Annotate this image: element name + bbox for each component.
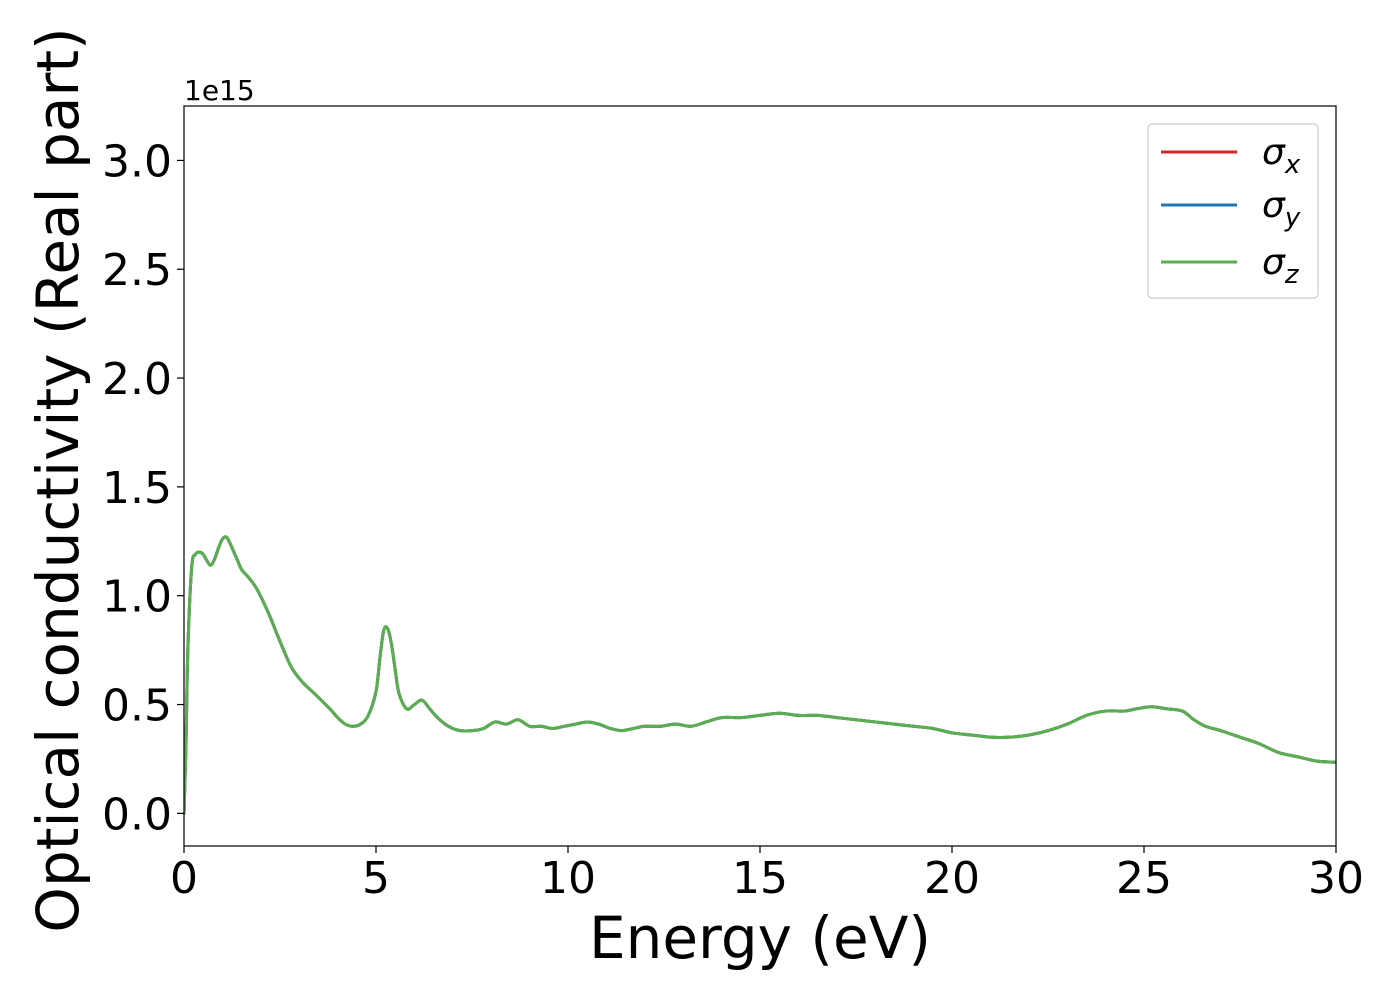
y-tick-label: 2.5 [102,245,172,296]
legend-subscript: y [1284,203,1301,233]
legend-symbol: σ [1262,132,1286,173]
x-tick-label: 30 [1308,853,1364,904]
x-tick-label: 15 [732,853,788,904]
x-tick-label: 10 [540,853,596,904]
plot-area [183,105,1337,847]
y-tick-label: 3.0 [102,136,172,187]
legend-label-sigma-y: σy [1262,185,1301,233]
y-tick-label: 1.5 [102,463,172,514]
y-tick-label: 1.0 [102,572,172,623]
legend-symbol: σ [1262,185,1286,226]
x-tick-label: 0 [170,853,198,904]
y-axis-label: Optical conductivity (Real part) [24,27,92,932]
y-axis-offset-label: 1e15 [184,74,255,107]
series-line-sigma-z [184,535,1336,815]
x-tick-label: 25 [1116,853,1172,904]
x-tick-label: 20 [924,853,980,904]
legend-label-sigma-x: σx [1262,132,1301,180]
legend-subscript: x [1284,150,1301,180]
legend-symbol: σ [1262,242,1286,283]
y-axis-ticks: 0.0 0.5 1.0 1.5 2.0 2.5 3.0 [102,136,184,840]
y-tick-label: 0.0 [102,789,172,840]
legend-label-sigma-z: σz [1262,242,1300,290]
legend-subscript: z [1284,260,1300,290]
y-tick-label: 2.0 [102,354,172,405]
plot-background [184,106,1336,846]
x-axis-label: Energy (eV) [589,904,931,972]
series-layer [184,535,1336,815]
y-tick-label: 0.5 [102,681,172,732]
x-tick-label: 5 [362,853,390,904]
legend-box [1147,123,1319,299]
x-axis-ticks: 0 5 10 15 20 25 30 [170,846,1364,904]
